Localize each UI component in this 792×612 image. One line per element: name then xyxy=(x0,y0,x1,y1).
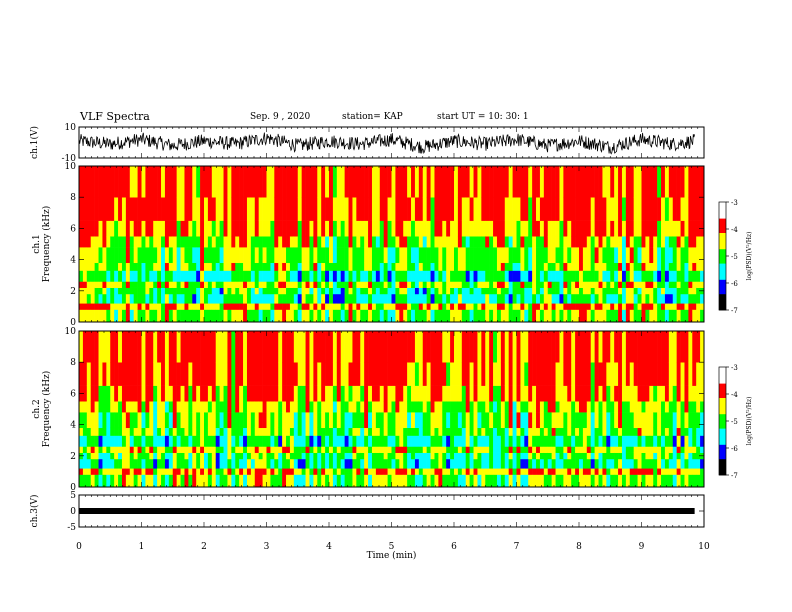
ch1-spectrogram-ytick-5: 10 xyxy=(65,162,77,172)
ch2-spectrogram-ytick-4: 8 xyxy=(70,358,76,368)
ch1-spectrogram-colorbar-tick-4: -7 xyxy=(731,307,738,315)
ch2-spectrogram-colorbar-label: log(PSD)(V²/Hz) xyxy=(746,397,753,446)
ch1-ytick-0: 10 xyxy=(65,123,77,133)
ch2-spectrogram-colorbar-tick-0: -3 xyxy=(731,364,738,372)
ch1-spectrogram-ylabel-freq: Frequency (kHz) xyxy=(41,206,52,283)
ch3-ytick-2: -5 xyxy=(67,523,76,533)
ch1-spectrogram-colorbar-tick-2: -5 xyxy=(731,253,738,261)
ch2-spectrogram-ytick-2: 4 xyxy=(70,421,76,431)
figure-title: VLF Spectra xyxy=(80,110,150,123)
time-tick-5: 5 xyxy=(389,542,395,552)
ch2-spectrogram-ylabel: ch.2Frequency (kHz) xyxy=(32,371,52,448)
ch1-spectrogram-ytick-4: 8 xyxy=(70,193,76,203)
ch1-spectrogram-colorbar: -3 -4 -5 -6 -7 log(PSD)(V²/Hz) xyxy=(718,199,753,315)
time-axis: 0 1 2 3 4 5 6 7 8 9 10 Time (min) xyxy=(76,542,710,561)
ch2-spectrogram-colorbar-tick-1: -4 xyxy=(731,391,738,399)
ch1-spectrogram-colorbar-tick-3: -6 xyxy=(731,280,738,288)
ch1-spectrogram-ytick-0: 0 xyxy=(70,318,76,328)
ch2-spectrogram-ylabel-channel: ch.2 xyxy=(32,399,42,418)
time-axis-label: Time (min) xyxy=(367,550,417,561)
time-tick-10: 10 xyxy=(698,542,710,552)
ch1-waveform-line xyxy=(78,132,695,155)
time-tick-8: 8 xyxy=(576,542,582,552)
time-tick-2: 2 xyxy=(201,542,207,552)
ch1-ytick-1: -10 xyxy=(62,154,77,164)
time-tick-0: 0 xyxy=(76,542,82,552)
ch1-spectrogram-colorbar-label: log(PSD)(V²/Hz) xyxy=(746,232,753,281)
ch2-spectrogram-ytick-0: 0 xyxy=(70,483,76,493)
ch1-spectrogram-panel: 0 2 4 6 8 10 ch.1Frequency (kHz) -3 -4 -5 -6 -7 log(… xyxy=(32,162,753,328)
ch1-spectrogram-colorbar-tick-1: -4 xyxy=(731,226,738,234)
ch3-ytick-1: 0 xyxy=(70,507,76,517)
ch1-spectrogram-ylabel-channel: ch.1 xyxy=(32,234,42,253)
ch3-waveform-panel: 5 0 -5 ch.3(V) xyxy=(29,491,705,533)
ch1-spectrogram-ylabel: ch.1Frequency (kHz) xyxy=(32,206,52,283)
ch2-spectrogram-ytick-5: 10 xyxy=(65,327,77,337)
ch2-spectrogram-colorbar-tick-3: -6 xyxy=(731,445,738,453)
ch2-spectrogram-colorbar: -3 -4 -5 -6 -7 log(PSD)(V²/Hz) xyxy=(718,364,753,480)
time-tick-3: 3 xyxy=(264,542,270,552)
time-tick-1: 1 xyxy=(139,542,145,552)
ch2-spectrogram-ylabel-freq: Frequency (kHz) xyxy=(41,371,52,448)
ch2-spectrogram-panel: 0 2 4 6 8 10 ch.2Frequency (kHz) -3 -4 -5 -6 -7 log(… xyxy=(32,327,753,493)
time-tick-7: 7 xyxy=(514,542,520,552)
date-label: Sep. 9 , 2020 xyxy=(250,112,311,122)
ch2-spectrogram-ytick-3: 6 xyxy=(70,389,76,399)
ch1-spectrogram-ytick-1: 2 xyxy=(70,287,76,297)
time-tick-9: 9 xyxy=(639,542,645,552)
ch1-ylabel: ch.1(V) xyxy=(29,126,40,159)
ch2-spectrogram-ytick-1: 2 xyxy=(70,452,76,462)
ch1-waveform-panel: 10 -10 ch.1(V) xyxy=(29,123,705,164)
ch3-ylabel: ch.3(V) xyxy=(29,495,40,528)
station-label: station= KAP xyxy=(342,112,403,122)
ch1-spectrogram-ytick-2: 4 xyxy=(70,256,76,266)
ch1-spectrogram-ytick-3: 6 xyxy=(70,224,76,234)
ch2-spectrogram-colorbar-tick-4: -7 xyxy=(731,472,738,480)
ch2-spectrogram-colorbar-tick-2: -5 xyxy=(731,418,738,426)
time-tick-6: 6 xyxy=(451,542,457,552)
ch3-ytick-0: 5 xyxy=(70,491,76,501)
start-time-label: start UT = 10: 30: 1 xyxy=(437,112,529,122)
time-tick-4: 4 xyxy=(326,542,332,552)
ch1-spectrogram-colorbar-tick-0: -3 xyxy=(731,199,738,207)
